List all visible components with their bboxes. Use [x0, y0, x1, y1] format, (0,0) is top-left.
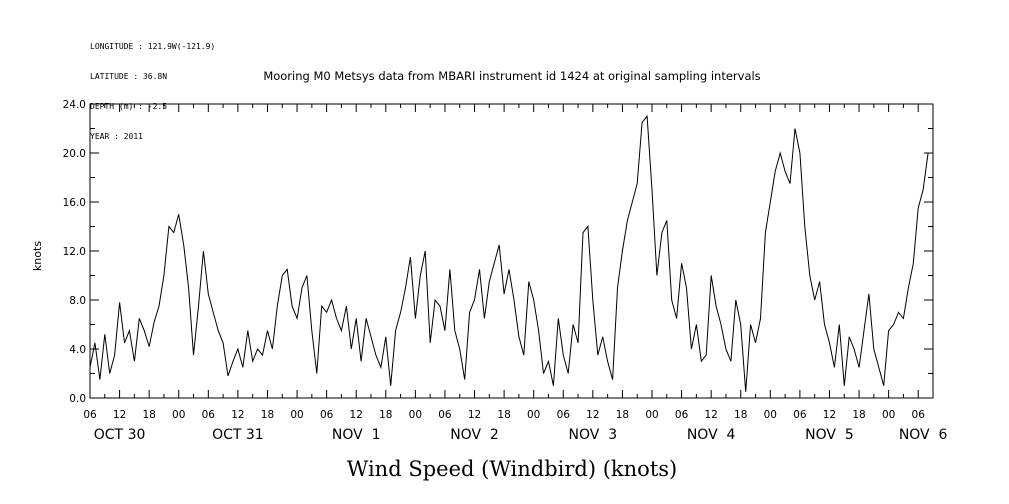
x-tick-label: 06	[438, 409, 452, 421]
x-tick-labels: 06 12 18 00 06 12 18 00 06 12 18 00 06 12 18 00 06 12 18 00…	[83, 409, 925, 421]
meta-year: YEAR : 2011	[90, 132, 143, 141]
x-tick-label: 18	[616, 409, 629, 421]
x-tick-label: 00	[290, 409, 303, 421]
date-label: OCT 30	[94, 427, 146, 443]
plot-frame	[89, 103, 934, 399]
date-label: NOV 1	[332, 427, 381, 443]
y-tick-label: 12.0	[63, 246, 86, 258]
x-tick-label: 06	[912, 409, 926, 421]
chart-title: Mooring M0 Metsys data from MBARI instru…	[263, 69, 760, 83]
meta-latitude: LATITUDE : 36.8N	[90, 72, 168, 81]
meta-depth: DEPTH (m) : -2.5	[90, 102, 168, 111]
y-tick-labels: 0.0 4.0 8.0 12.0 16.0 20.0 24.0	[63, 99, 86, 405]
x-tick-label: 18	[734, 409, 747, 421]
x-tick-label: 06	[320, 409, 334, 421]
x-tick-label: 12	[231, 409, 244, 421]
x-tick-label: 00	[645, 409, 658, 421]
y-axis-label: knots	[31, 241, 44, 271]
axis-ticks	[89, 103, 934, 399]
x-tick-label: 12	[468, 409, 481, 421]
x-tick-label: 12	[704, 409, 717, 421]
x-tick-label: 18	[142, 409, 155, 421]
y-tick-label: 24.0	[63, 99, 86, 111]
y-tick-label: 0.0	[69, 393, 86, 405]
date-label: NOV 6	[899, 427, 948, 443]
x-axis-label: Wind Speed (Windbird) (knots)	[347, 457, 677, 481]
date-label: NOV 3	[569, 427, 618, 443]
x-tick-label: 00	[172, 409, 185, 421]
x-tick-label: 00	[882, 409, 895, 421]
x-tick-label: 06	[202, 409, 216, 421]
x-tick-label: 06	[675, 409, 689, 421]
meta-longitude: LONGITUDE : 121.9W(-121.9)	[90, 42, 216, 51]
date-label: OCT 31	[212, 427, 264, 443]
wind-speed-series-line	[89, 115, 929, 392]
x-tick-label: 00	[764, 409, 777, 421]
x-tick-label: 12	[113, 409, 126, 421]
date-label: NOV 2	[450, 427, 499, 443]
metadata-block: LONGITUDE : 121.9W(-121.9) LATITUDE : 36…	[90, 22, 215, 152]
y-tick-label: 8.0	[69, 295, 86, 307]
x-tick-label: 18	[497, 409, 510, 421]
x-tick-label: 06	[557, 409, 571, 421]
x-tick-label: 12	[823, 409, 836, 421]
y-tick-label: 20.0	[63, 148, 86, 160]
x-tick-label: 06	[793, 409, 807, 421]
y-tick-label: 4.0	[69, 344, 86, 356]
x-tick-label: 00	[409, 409, 422, 421]
date-label: NOV 4	[687, 427, 736, 443]
date-label: NOV 5	[805, 427, 854, 443]
x-tick-label: 18	[261, 409, 274, 421]
x-tick-label: 18	[852, 409, 865, 421]
x-tick-label: 18	[379, 409, 392, 421]
x-tick-label: 00	[527, 409, 540, 421]
date-labels: OCT 30 OCT 31 NOV 1 NOV 2 NOV 3 NOV 4 NOV 5 NOV…	[94, 427, 948, 443]
x-tick-label: 12	[586, 409, 599, 421]
y-tick-label: 16.0	[63, 197, 86, 209]
x-tick-label: 12	[350, 409, 363, 421]
x-tick-label: 06	[83, 409, 97, 421]
